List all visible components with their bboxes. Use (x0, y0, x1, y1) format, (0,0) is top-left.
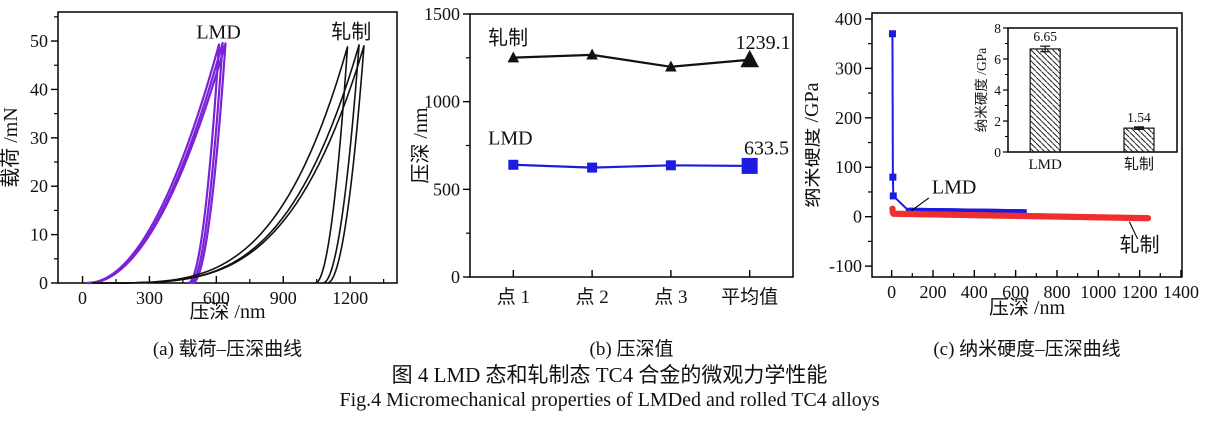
svg-text:0: 0 (451, 267, 460, 287)
svg-text:0: 0 (39, 273, 48, 293)
svg-text:200: 200 (835, 108, 862, 128)
svg-text:50: 50 (30, 31, 48, 51)
svg-text:10: 10 (30, 225, 48, 245)
svg-text:轧制: 轧制 (1120, 233, 1160, 256)
svg-text:4: 4 (994, 83, 1001, 98)
svg-text:0: 0 (887, 282, 896, 302)
svg-text:-100: -100 (829, 256, 862, 276)
svg-text:平均值: 平均值 (721, 286, 778, 308)
svg-text:1200: 1200 (332, 288, 368, 308)
svg-text:1000: 1000 (424, 92, 460, 112)
svg-text:1200: 1200 (1122, 282, 1158, 302)
svg-text:2: 2 (994, 114, 1001, 129)
svg-text:300: 300 (835, 58, 862, 78)
svg-text:压深 /nm: 压深 /nm (189, 300, 266, 323)
svg-text:6: 6 (994, 52, 1001, 67)
svg-text:轧制: 轧制 (488, 27, 528, 50)
panel-c-caption: (c) 纳米硬度–压深曲线 (933, 339, 1121, 360)
panel-b-depth-values-chart: 0 500 1000 1500 压深 /nm 点 1 点 2 点 3 平均值 轧制 1239.1 LM… (409, 4, 794, 308)
panel-b-container: 0 500 1000 1500 压深 /nm 点 1 点 2 点 3 平均值 轧制 1239.1 LM… (409, 0, 805, 365)
svg-text:0: 0 (853, 207, 862, 227)
svg-text:900: 900 (270, 288, 297, 308)
svg-text:400: 400 (961, 282, 988, 302)
panel-c-nanohardness-chart: 0 200 400 600 800 1000 1200 1400 -100 0 100 200 300 4… (800, 9, 1199, 319)
svg-text:LMD: LMD (488, 128, 532, 150)
figure-caption-english: Fig.4 Micromechanical properties of LMDe… (339, 389, 880, 411)
svg-text:6.65: 6.65 (1033, 29, 1057, 44)
svg-text:压深 /nm: 压深 /nm (410, 107, 432, 184)
svg-text:LMD: LMD (932, 176, 976, 198)
svg-text:LMD: LMD (196, 22, 240, 44)
svg-text:点 2: 点 2 (575, 286, 608, 308)
svg-text:纳米硬度 /GPa: 纳米硬度 /GPa (974, 48, 989, 132)
svg-text:400: 400 (835, 9, 862, 29)
svg-text:轧制: 轧制 (331, 21, 371, 44)
svg-text:300: 300 (136, 288, 163, 308)
svg-text:1500: 1500 (424, 4, 460, 24)
panel-c-container: 0 200 400 600 800 1000 1200 1400 -100 0 100 200 300 4… (800, 0, 1219, 365)
svg-text:200: 200 (919, 282, 946, 302)
svg-text:40: 40 (30, 79, 48, 99)
panel-a-load-depth-chart: 0 300 600 900 1200 0 10 20 30 40 50 压深 /nm 载荷 /mN LMD… (0, 11, 398, 323)
svg-text:30: 30 (30, 128, 48, 148)
svg-text:600: 600 (203, 288, 230, 308)
svg-text:8: 8 (994, 21, 1001, 36)
svg-text:0: 0 (78, 288, 87, 308)
svg-text:633.5: 633.5 (744, 137, 789, 159)
svg-text:轧制: 轧制 (1124, 156, 1154, 173)
svg-text:500: 500 (433, 179, 460, 199)
svg-text:点 3: 点 3 (654, 286, 687, 308)
svg-text:LMD: LMD (1029, 157, 1063, 173)
svg-text:1000: 1000 (1080, 282, 1116, 302)
svg-text:800: 800 (1043, 282, 1070, 302)
svg-text:1.54: 1.54 (1127, 110, 1151, 125)
panel-a-caption: (a) 载荷–压深曲线 (152, 339, 303, 360)
svg-text:载荷 /mN: 载荷 /mN (0, 107, 22, 188)
figure-caption-chinese: 图 4 LMD 态和轧制态 TC4 合金的微观力学性能 (391, 363, 828, 387)
svg-text:1400: 1400 (1163, 282, 1199, 302)
svg-text:纳米硬度 /GPa: 纳米硬度 /GPa (805, 82, 823, 207)
panel-a-container: 0 300 600 900 1200 0 10 20 30 40 50 压深 /nm 载荷 /mN LMD… (0, 0, 410, 365)
svg-text:20: 20 (30, 176, 48, 196)
svg-text:1239.1: 1239.1 (736, 32, 791, 54)
panel-b-caption: (b) 压深值 (589, 339, 674, 360)
svg-text:点 1: 点 1 (497, 286, 530, 308)
svg-text:0: 0 (994, 145, 1001, 160)
svg-text:100: 100 (835, 157, 862, 177)
svg-text:600: 600 (1002, 282, 1029, 302)
svg-text:压深 /nm: 压深 /nm (989, 296, 1066, 319)
